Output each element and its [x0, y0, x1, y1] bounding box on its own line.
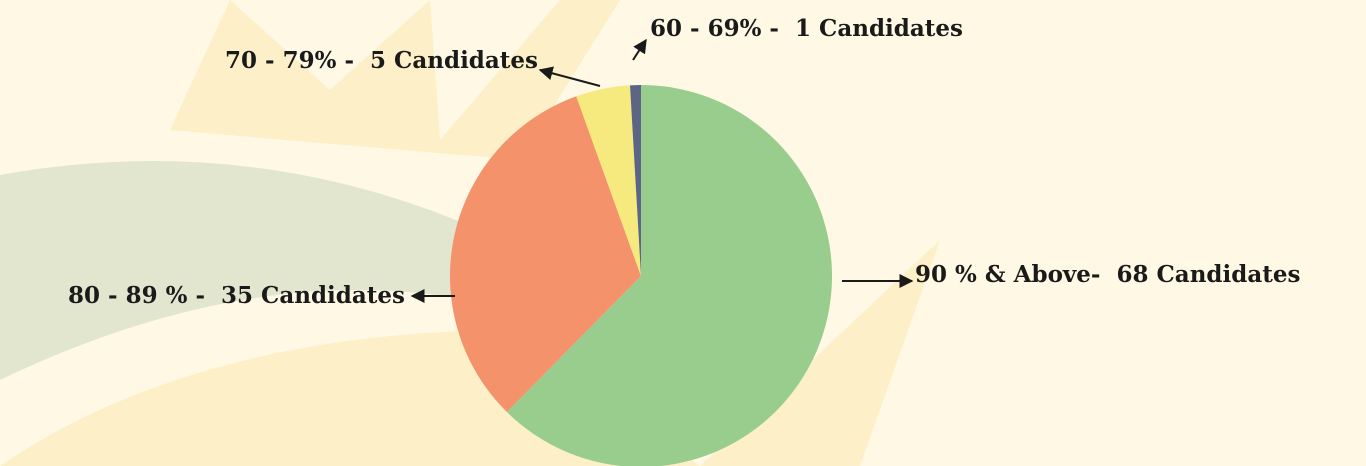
chart: 90 % & Above- 68 Candidates 80 - 89 % - 3…	[0, 0, 1366, 466]
value-label: 70 - 79% - 5 Candidates	[225, 47, 538, 74]
value-label: 60 - 69% - 1 Candidates	[650, 15, 963, 42]
pie	[450, 85, 832, 466]
value-label: 80 - 89 % - 35 Candidates	[68, 282, 405, 309]
value-label: 90 % & Above- 68 Candidates	[915, 261, 1300, 288]
